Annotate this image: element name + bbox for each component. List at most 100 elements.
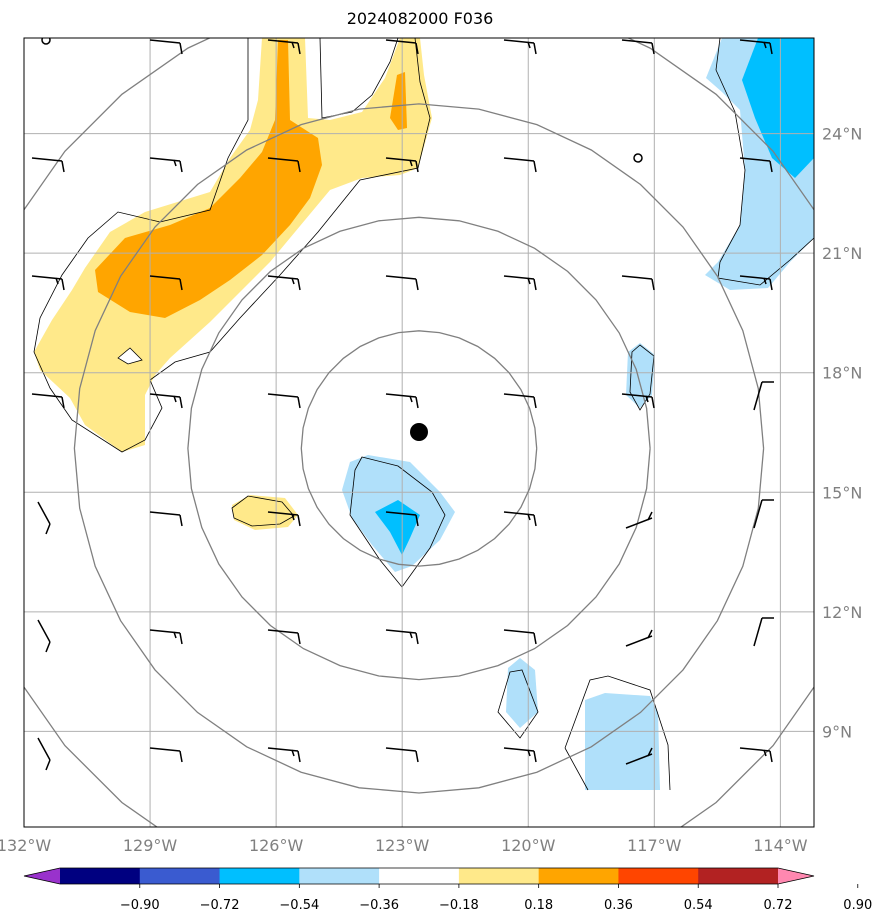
barb-shaft: [31, 275, 63, 280]
barb-shaft: [385, 629, 417, 634]
barb-flag: [297, 750, 301, 763]
barb-shaft: [385, 275, 417, 280]
longitude-label: 129°W: [123, 836, 178, 855]
colorbar-segment: [139, 868, 221, 884]
map-gridlines: [24, 38, 814, 827]
longitude-label: 123°W: [375, 836, 430, 855]
barb-shaft: [739, 157, 771, 162]
longitude-label: 126°W: [249, 836, 304, 855]
barb-shaft: [149, 39, 181, 44]
barb-shaft: [385, 747, 417, 752]
barb-shaft: [149, 629, 181, 634]
wind-barb: [385, 39, 419, 55]
wind-barb: [503, 275, 537, 291]
barb-flag: [179, 396, 183, 409]
latitude-label: 24°N: [822, 125, 862, 144]
colorbar-segment: [618, 868, 699, 884]
barb-flag: [45, 641, 51, 653]
barb-half-flag: [763, 277, 767, 285]
barb-shaft: [503, 393, 535, 398]
wind-barb: [267, 629, 301, 645]
colorbar-extend-high: [778, 868, 814, 884]
barb-shaft: [37, 619, 51, 643]
barb-flag: [45, 523, 51, 535]
barb-half-flag: [645, 395, 649, 403]
barb-flag: [415, 396, 419, 409]
colorbar-segment: [458, 868, 540, 884]
wind-barb: [503, 511, 537, 527]
lightblue-south-1: [506, 658, 538, 728]
barb-shaft: [267, 629, 299, 634]
barb-flag: [651, 42, 655, 55]
wind-barb: [625, 511, 653, 529]
barb-shaft: [267, 157, 299, 162]
barb-half-flag: [527, 749, 531, 757]
barb-shaft: [149, 393, 181, 398]
contour-north-outer: [33, 38, 431, 453]
barb-half-flag: [409, 631, 413, 639]
barb-flag: [533, 750, 537, 763]
colorbar-label: −0.54: [279, 898, 319, 913]
colorbar-outline: [23, 867, 815, 885]
barb-shaft: [149, 275, 181, 280]
barb-half-flag: [55, 277, 59, 285]
white-hole: [118, 348, 142, 364]
barb-flag: [45, 759, 51, 771]
wind-barb: [149, 39, 183, 55]
calm-wind-circle: [633, 153, 643, 163]
wind-barb: [149, 157, 183, 173]
barb-flag: [769, 278, 773, 291]
barb-flag: [533, 278, 537, 291]
wind-barb: [31, 157, 65, 173]
barb-flag: [647, 747, 653, 757]
barb-shaft: [31, 157, 63, 162]
colorbar-segment: [698, 868, 779, 884]
barb-flag: [179, 632, 183, 645]
colorbar-label: −0.18: [439, 898, 479, 913]
wind-barb: [37, 619, 51, 653]
barb-flag: [647, 629, 653, 639]
barb-shaft: [37, 501, 51, 525]
longitude-label: 114°W: [753, 836, 808, 855]
barb-shaft: [31, 393, 63, 398]
barb-flag: [179, 750, 183, 763]
wind-barb: [385, 157, 419, 173]
barb-half-flag: [291, 513, 295, 521]
contour-south-1: [497, 669, 539, 739]
longitude-label: 120°W: [501, 836, 556, 855]
latitude-label: 18°N: [822, 364, 862, 383]
contour-lines: [33, 38, 814, 791]
wind-barb: [149, 511, 183, 527]
wind-barb: [739, 747, 773, 763]
barb-flag: [297, 160, 301, 173]
colorbar-label: −0.36: [359, 898, 399, 913]
wind-barb: [385, 747, 419, 763]
barb-shaft: [385, 39, 417, 44]
barb-flag: [297, 514, 301, 527]
wind-barb: [503, 747, 537, 763]
wind-barb: [37, 737, 51, 771]
wind-barb: [503, 157, 537, 173]
barb-shaft: [753, 499, 763, 529]
barb-shaft: [149, 511, 181, 516]
barb-shaft: [503, 511, 535, 516]
barb-half-flag: [527, 277, 531, 285]
wind-barb: [385, 629, 419, 645]
barb-half-flag: [291, 41, 295, 49]
map-frame: [23, 37, 815, 828]
barb-flag: [61, 278, 65, 291]
barb-flag: [297, 42, 301, 55]
barb-shaft: [267, 393, 299, 398]
barb-half-flag: [527, 513, 531, 521]
barb-flag: [533, 160, 537, 173]
barb-flag: [415, 160, 419, 173]
barb-shaft: [739, 275, 771, 280]
wind-barb: [385, 393, 419, 409]
barb-flag: [533, 396, 537, 409]
barb-half-flag: [409, 395, 413, 403]
barb-flag: [533, 514, 537, 527]
wind-barb: [753, 617, 774, 647]
fill-orange-layer: [95, 40, 407, 318]
colorbar-label: 0.72: [764, 898, 793, 913]
